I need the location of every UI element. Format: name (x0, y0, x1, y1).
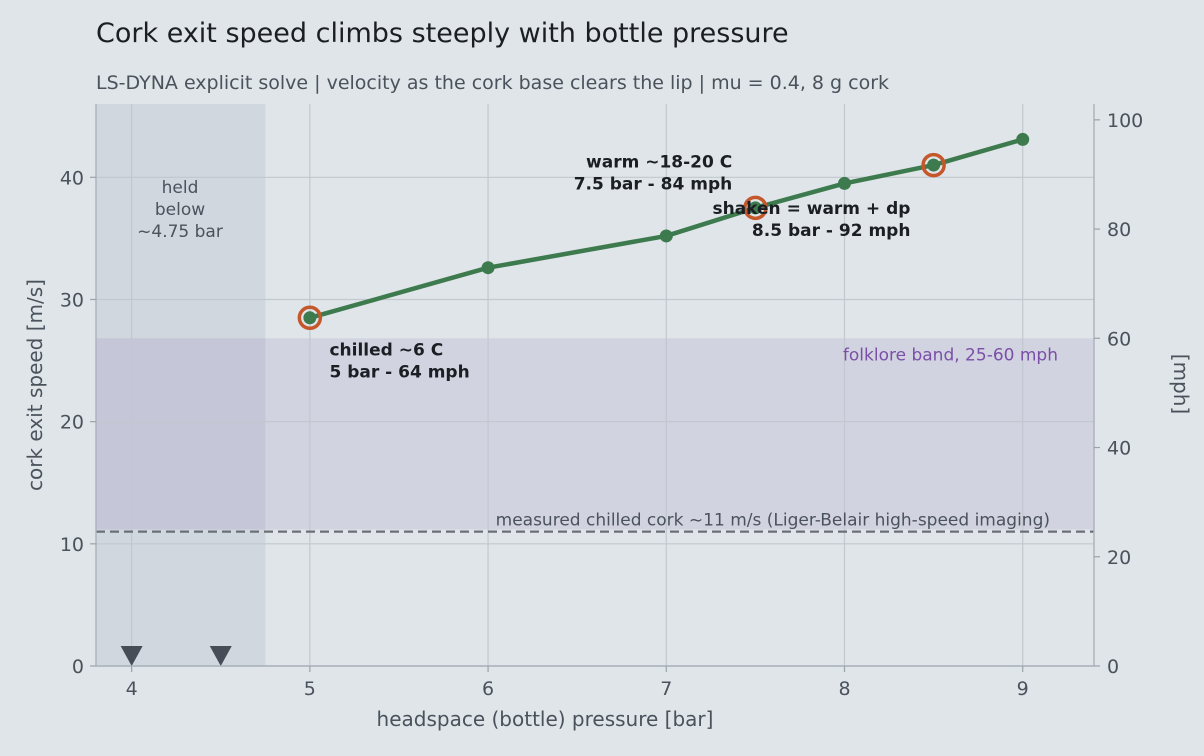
reference-line-label: measured chilled cork ~11 m/s (Liger-Bel… (496, 511, 1050, 531)
data-point (303, 311, 317, 325)
x-tick-label: 8 (838, 678, 850, 700)
y-tick-label: 10 (60, 534, 84, 556)
chart-title: Cork exit speed climbs steeply with bott… (96, 18, 789, 49)
held-marker (209, 646, 232, 666)
highlight-ring (297, 305, 323, 331)
held-region-label: ~4.75 bar (137, 222, 223, 242)
point-annotation: shaken = warm + dp (712, 199, 910, 219)
y-tick-label: 30 (60, 289, 84, 311)
x-tick-label: 6 (482, 678, 494, 700)
y2-tick-label: 60 (1107, 328, 1131, 350)
held-marker (120, 646, 143, 666)
folklore-band-label: folklore band, 25-60 mph (843, 345, 1058, 365)
point-annotation: 8.5 bar - 92 mph (752, 221, 911, 241)
x-axis-label: headspace (bottle) pressure [bar] (377, 707, 714, 731)
y2-tick-label: 40 (1107, 438, 1131, 460)
x-tick-label: 7 (660, 678, 672, 700)
y2-axis-label: [mph] (1169, 354, 1193, 414)
folklore-band (96, 338, 1094, 530)
y-axis-label: cork exit speed [m/s] (23, 279, 47, 491)
data-point (659, 229, 673, 243)
held-region (96, 104, 266, 666)
x-tick-label: 4 (126, 678, 138, 700)
data-point (481, 261, 495, 275)
data-point (1016, 132, 1030, 146)
data-point (748, 201, 762, 215)
x-tick-label: 9 (1017, 678, 1029, 700)
x-tick-label: 5 (304, 678, 316, 700)
point-annotation: 7.5 bar - 84 mph (574, 175, 733, 195)
y-tick-label: 40 (60, 167, 84, 189)
chart-subtitle: LS-DYNA explicit solve | velocity as the… (96, 72, 890, 94)
data-point (927, 158, 941, 172)
point-annotation: 5 bar - 64 mph (329, 363, 469, 383)
y2-tick-label: 0 (1107, 656, 1119, 678)
y2-tick-label: 100 (1107, 110, 1143, 132)
held-region-label: below (155, 200, 205, 220)
highlight-ring (743, 195, 768, 221)
y-tick-label: 0 (72, 656, 84, 678)
y2-tick-label: 80 (1107, 219, 1131, 241)
held-region-label: held (162, 178, 199, 198)
y-tick-label: 20 (60, 412, 84, 434)
point-annotation: warm ~18-20 C (586, 153, 732, 173)
point-annotation: chilled ~6 C (329, 341, 443, 361)
data-point (838, 176, 851, 190)
highlight-ring (921, 152, 946, 178)
y2-tick-label: 20 (1107, 547, 1131, 569)
